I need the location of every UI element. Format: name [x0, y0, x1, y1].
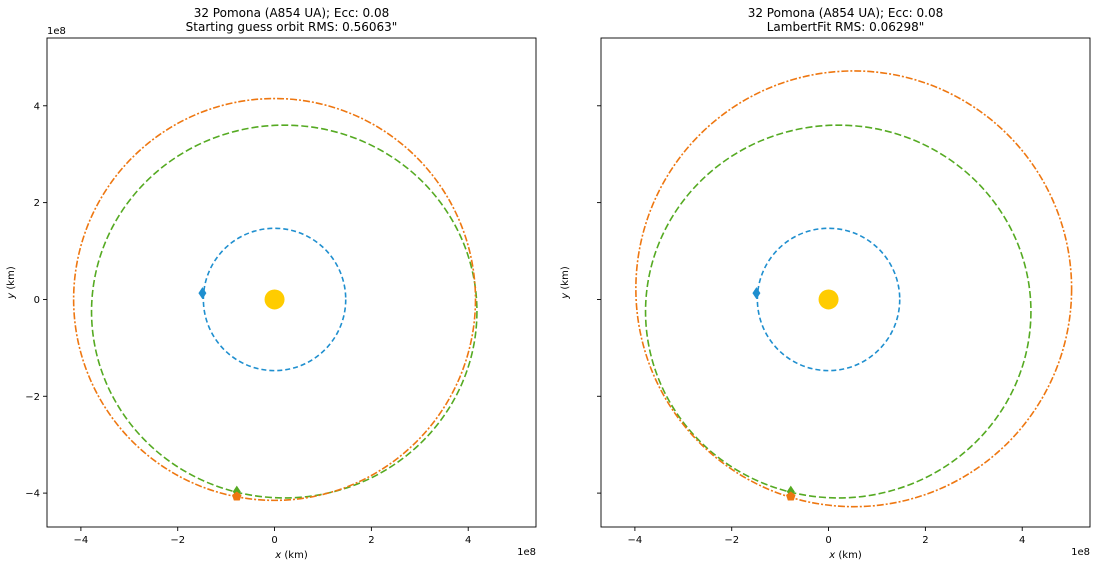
chart-subtitle: LambertFit RMS: 0.06298"	[767, 20, 925, 34]
y-offset-text: 1e8	[47, 26, 66, 37]
x-axis-label: x (km)	[274, 550, 308, 561]
sun-marker	[264, 289, 285, 310]
axes-frame	[46, 37, 537, 528]
x-axis-label: x (km)	[828, 550, 862, 561]
orbit-1	[756, 227, 901, 372]
orbit-2	[90, 124, 478, 499]
y-axis-label: y (km)	[6, 266, 17, 300]
y-axis-label-unit: (km)	[6, 266, 17, 293]
x-tick-label: −2	[724, 535, 739, 546]
y-axis-label-var: y	[560, 292, 571, 300]
y-tick-label: 4	[34, 101, 40, 112]
x-tick-label: 2	[922, 535, 928, 546]
chart-title: 32 Pomona (A854 UA); Ecc: 0.08	[194, 6, 390, 20]
orbit-3	[635, 70, 1073, 508]
x-axis-label-var: x	[274, 550, 281, 561]
y-tick-label: 2	[34, 198, 40, 209]
x-axis-label-unit: (km)	[281, 550, 308, 561]
x-offset-text: 1e8	[517, 547, 536, 558]
orbit-3	[72, 97, 477, 502]
x-tick-label: 0	[825, 535, 831, 546]
y-axis-label-var: y	[6, 292, 17, 300]
y-tick-label: −2	[25, 392, 40, 403]
plot-area	[635, 70, 1073, 508]
x-tick-label: 4	[1019, 535, 1025, 546]
position-marker-1	[752, 287, 761, 300]
x-tick-label: 2	[368, 535, 374, 546]
x-offset-text: 1e8	[1071, 547, 1090, 558]
chart-panel-2: 32 Pomona (A854 UA); Ecc: 0.08LambertFit…	[560, 6, 1091, 561]
plot-area	[72, 97, 478, 502]
sun-marker	[818, 289, 839, 310]
position-marker-1	[198, 287, 207, 300]
x-axis-label-unit: (km)	[835, 550, 862, 561]
orbit-1	[202, 227, 347, 372]
orbit-2	[644, 124, 1032, 499]
x-tick-label: 0	[271, 535, 277, 546]
y-axis-label: y (km)	[560, 266, 571, 300]
position-marker-3	[786, 491, 796, 501]
chart-title: 32 Pomona (A854 UA); Ecc: 0.08	[748, 6, 944, 20]
chart-subtitle: Starting guess orbit RMS: 0.56063"	[186, 20, 398, 34]
x-axis-label-var: x	[828, 550, 835, 561]
x-tick-label: −4	[628, 535, 643, 546]
x-tick-label: −2	[170, 535, 185, 546]
y-tick-label: −4	[25, 489, 40, 500]
y-tick-label: 0	[34, 295, 40, 306]
position-marker-3	[232, 491, 242, 501]
x-tick-label: −4	[74, 535, 89, 546]
axes-frame	[600, 37, 1091, 528]
y-axis-label-unit: (km)	[560, 266, 571, 293]
x-tick-label: 4	[465, 535, 471, 546]
